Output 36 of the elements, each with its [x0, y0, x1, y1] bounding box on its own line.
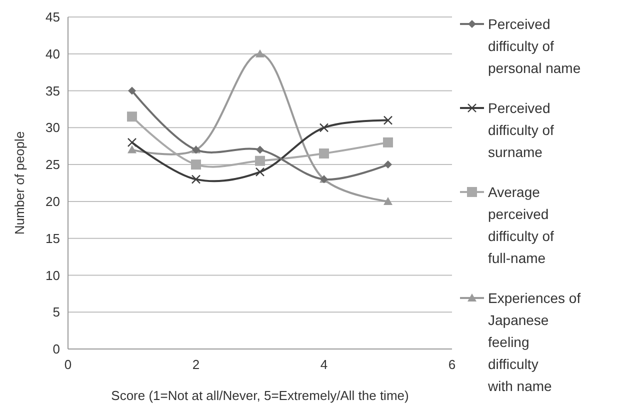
point [128, 145, 136, 154]
x-tick-label: 6 [448, 357, 456, 372]
point [127, 138, 137, 148]
point [255, 156, 265, 166]
y-tick-label: 25 [46, 157, 60, 172]
point [384, 196, 392, 205]
point [255, 167, 265, 177]
point [191, 174, 201, 184]
y-axis-title: Number of people [12, 131, 27, 235]
point [384, 160, 392, 169]
x-tick-label: 4 [320, 357, 328, 372]
x-tick-label: 2 [192, 357, 200, 372]
point [383, 137, 393, 148]
legend-label: Perceived difficulty of surname [488, 100, 554, 160]
point [256, 49, 264, 58]
y-tick-label: 5 [52, 304, 60, 320]
y-tick-label: 0 [52, 342, 60, 357]
y-tick-label: 20 [46, 194, 60, 209]
y-tick-label: 30 [46, 120, 60, 136]
y-tick-label: 10 [46, 268, 60, 283]
legend-label: Perceived difficulty of personal name [488, 16, 581, 76]
point [256, 146, 264, 154]
point [127, 112, 137, 122]
point [319, 123, 329, 132]
point [383, 116, 393, 125]
y-tick-label: 40 [46, 46, 60, 62]
x-tick-label: 0 [64, 357, 72, 372]
x-axis-title: Score (1=Not at all/Never, 5=Extremely/All the time) [111, 388, 409, 403]
y-tick-label: 15 [46, 230, 60, 246]
y-tick-label: 45 [46, 10, 60, 25]
point [319, 148, 329, 158]
legend-label: Experiences of Japanese feeling difficulty with name [487, 290, 581, 394]
y-tick-label: 35 [46, 83, 60, 98]
legend-label: Average perceived difficulty of full-name [488, 184, 554, 266]
point [191, 160, 201, 170]
point [128, 86, 136, 95]
